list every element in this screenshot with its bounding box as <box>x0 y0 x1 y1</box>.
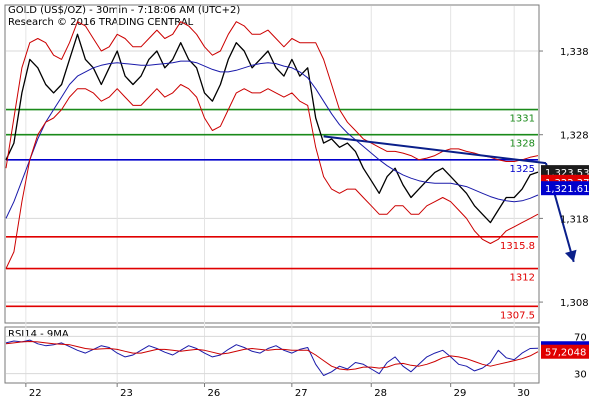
x-tick-label: 28 <box>374 388 387 399</box>
series-bollinger-upper <box>5 21 539 169</box>
x-tick-label: 29 <box>454 388 467 399</box>
level-label-1315.8: 1315.8 <box>500 241 535 252</box>
chart-header-line2: Research © 2016 TRADING CENTRAL <box>8 17 194 28</box>
series-moving-average <box>5 60 539 219</box>
price-tag-label: 1,321.61 <box>545 184 590 195</box>
rsi-y-ticks: 30 70 <box>574 332 587 380</box>
level-label-1328: 1328 <box>510 139 535 150</box>
chart-header-line1: GOLD (US$/OZ) - 30min - 7:18:06 AM (UTC+… <box>8 5 240 16</box>
price-tags: 1,323.531,322.371,321.61 <box>541 165 590 196</box>
rsi-panel-title: RSI14 - 9MA <box>8 329 69 340</box>
price-y-ticks: 1,308 1,318 1,328 1,338 <box>539 47 589 309</box>
level-lines: 1331 1328 1325 1315.8 1312 1307.5 <box>6 108 538 321</box>
x-tick-label: 26 <box>208 388 221 399</box>
series-price <box>5 33 539 224</box>
price-y-tick-label: 1,318 <box>560 214 589 225</box>
x-tick-label: 22 <box>29 388 42 399</box>
x-axis-ticks: 22 23 26 27 28 29 30 <box>25 383 530 399</box>
rsi-gridlines <box>6 335 538 375</box>
x-tick-label: 27 <box>295 388 308 399</box>
price-tag-box <box>541 181 589 196</box>
level-label-1307.5: 1307.5 <box>500 310 535 321</box>
price-y-tick-label: 1,338 <box>560 47 589 58</box>
price-tag-label: 1,323.53 <box>545 168 590 179</box>
price-panel-frame <box>4 4 540 324</box>
level-label-1325: 1325 <box>510 164 535 175</box>
x-tick-label: 23 <box>120 388 133 399</box>
level-label-1312: 1312 <box>510 273 535 284</box>
rsi-y-tick-label: 70 <box>574 332 587 343</box>
descending-trendline <box>323 135 547 165</box>
rsi-series <box>5 339 539 376</box>
rsi-tags: 57,24757,2048 <box>541 341 589 359</box>
price-y-tick-label: 1,328 <box>560 131 589 142</box>
price-y-tick-label: 1,308 <box>560 298 589 309</box>
rsi-y-tick-label: 30 <box>574 370 587 381</box>
projection-arrow-head <box>564 249 577 262</box>
rsi-tag-box <box>541 344 589 359</box>
level-label-1331: 1331 <box>510 114 535 125</box>
rsi-panel-frame <box>4 326 540 384</box>
rsi-tag-label: 57,2048 <box>545 348 586 359</box>
price-series <box>5 21 539 269</box>
rsi-series-signal <box>5 341 539 371</box>
x-tick-label: 30 <box>517 388 530 399</box>
series-bollinger-lower <box>5 84 539 269</box>
